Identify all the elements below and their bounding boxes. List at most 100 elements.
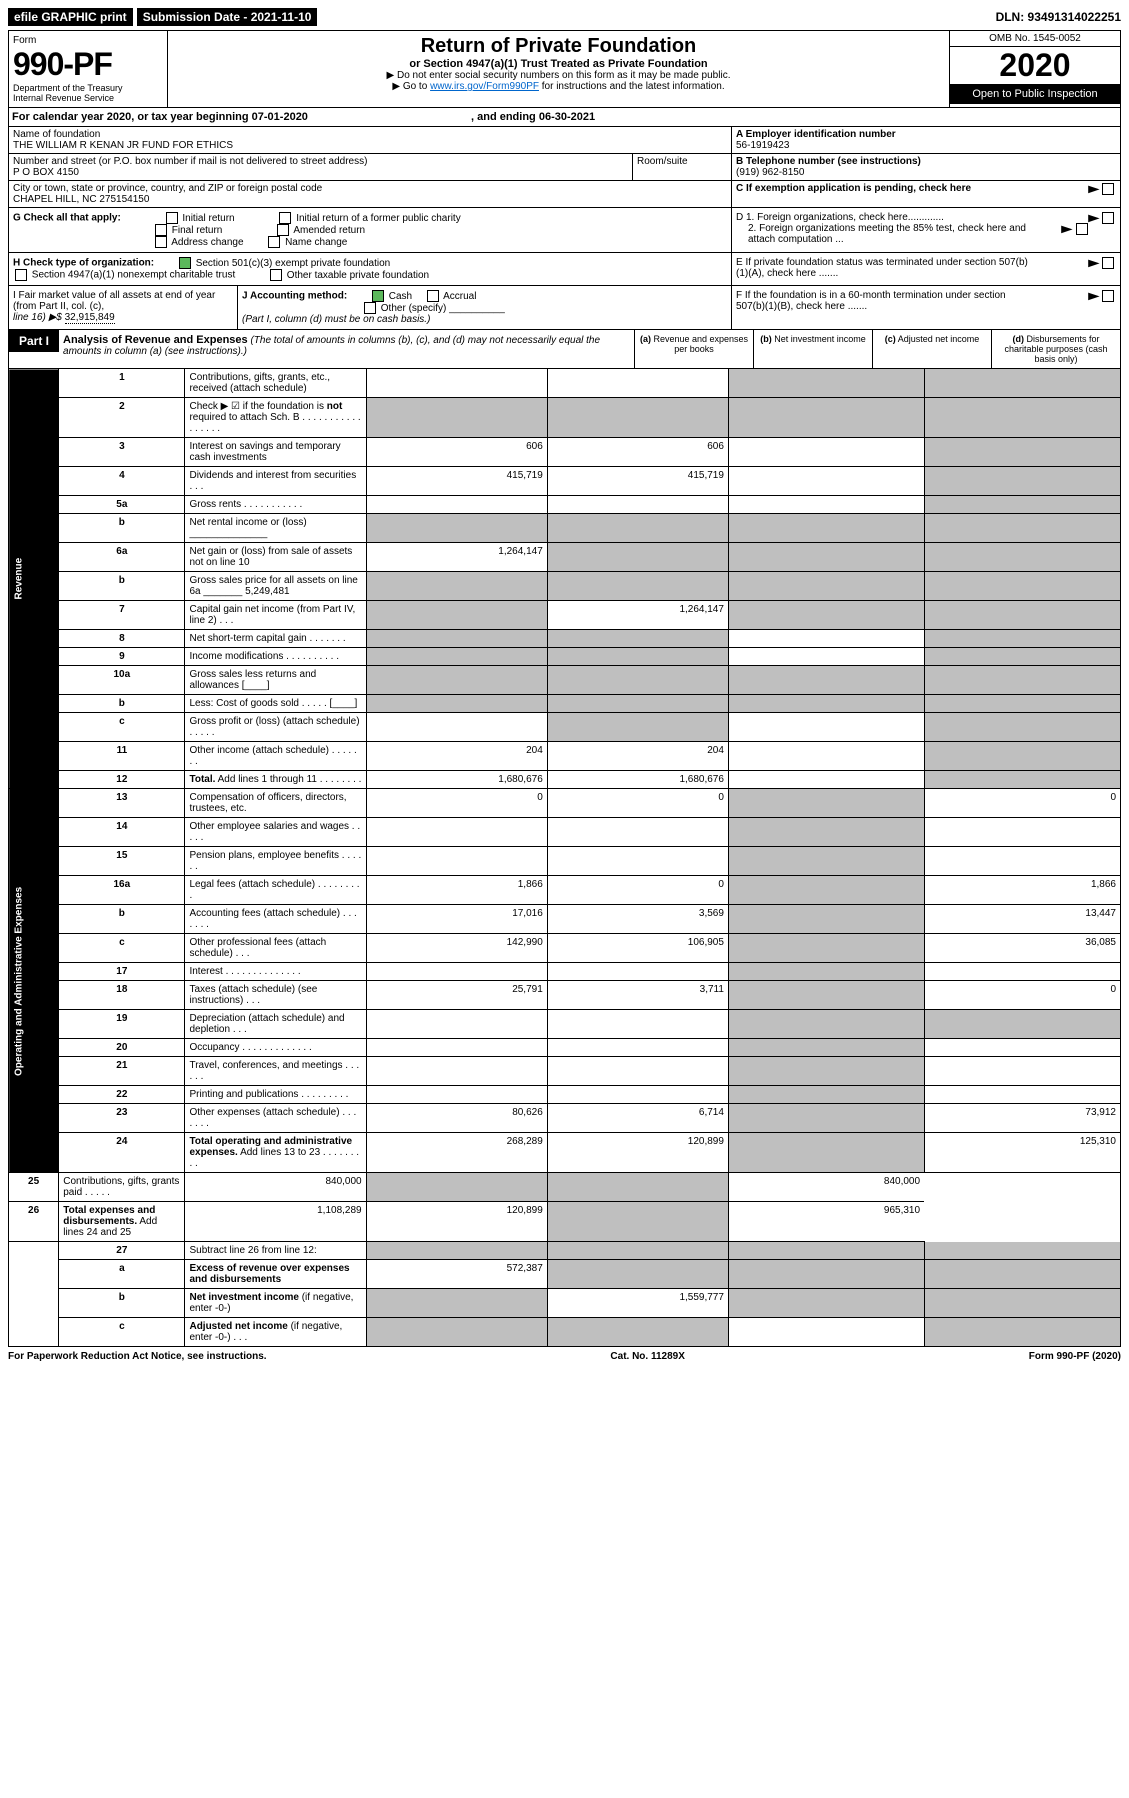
chk-4947[interactable] (15, 269, 27, 281)
cell-dd (924, 514, 1120, 543)
row-num: c (59, 713, 185, 742)
row-num: b (59, 1289, 185, 1318)
chk-501c3[interactable] (179, 257, 191, 269)
row-num: 21 (59, 1057, 185, 1086)
i-line: line 16) ▶$ (13, 312, 65, 323)
j-accrual: Accrual (443, 291, 476, 302)
table-row: 2Check ▶ ☑ if the foundation is not requ… (9, 398, 1121, 438)
cell-b (547, 1260, 728, 1289)
table-row: cAdjusted net income (if negative, enter… (9, 1318, 1121, 1347)
cell-c (728, 695, 924, 713)
cell-b (547, 695, 728, 713)
chk-amended[interactable] (277, 224, 289, 236)
h-4947: Section 4947(a)(1) nonexempt charitable … (32, 270, 235, 281)
row-num: 24 (59, 1133, 185, 1173)
chk-name[interactable] (268, 236, 280, 248)
d2-checkbox[interactable] (1076, 223, 1088, 235)
phone: (919) 962-8150 (736, 167, 1116, 178)
table-row: 9Income modifications . . . . . . . . . … (9, 648, 1121, 666)
cell-a (366, 1318, 547, 1347)
cell-b (547, 713, 728, 742)
cell-dd (924, 398, 1120, 438)
open-public: Open to Public Inspection (950, 84, 1120, 104)
table-row: bLess: Cost of goods sold . . . . . [___… (9, 695, 1121, 713)
row-desc: Adjusted net income (if negative, enter … (185, 1318, 366, 1347)
efile-btn[interactable]: efile GRAPHIC print (8, 8, 133, 26)
cell-dd (924, 630, 1120, 648)
chk-final[interactable] (155, 224, 167, 236)
cell-c (728, 1086, 924, 1104)
cell-a (366, 601, 547, 630)
cal-mid: , and ending (471, 111, 539, 123)
cell-dd (924, 601, 1120, 630)
h-501: Section 501(c)(3) exempt private foundat… (196, 258, 391, 269)
chk-initial[interactable] (166, 212, 178, 224)
g-amended: Amended return (293, 225, 365, 236)
cell-b (547, 1242, 728, 1260)
chk-initial-former[interactable] (279, 212, 291, 224)
table-row: 26Total expenses and disbursements. Add … (9, 1202, 1121, 1242)
table-row: 27Subtract line 26 from line 12: (9, 1242, 1121, 1260)
calendar-year: For calendar year 2020, or tax year begi… (8, 108, 1121, 127)
cell-c (728, 981, 924, 1010)
row-desc: Total operating and administrative expen… (185, 1133, 366, 1173)
arrow-icon: ▶ (1088, 213, 1100, 224)
row-num: 23 (59, 1104, 185, 1133)
row-num: 3 (59, 438, 185, 467)
cell-dd: 0 (924, 981, 1120, 1010)
row-num: a (59, 1260, 185, 1289)
cell-c (728, 648, 924, 666)
cell-b (547, 514, 728, 543)
cell-a (366, 1057, 547, 1086)
chk-addr[interactable] (155, 236, 167, 248)
dept-label: Department of the Treasury (13, 83, 163, 93)
c-checkbox[interactable] (1102, 183, 1114, 195)
irs-link[interactable]: www.irs.gov/Form990PF (430, 81, 539, 92)
note-link: ▶ Go to www.irs.gov/Form990PF for instru… (172, 81, 945, 92)
cell-dd: 36,085 (924, 934, 1120, 963)
table-row: bNet investment income (if negative, ent… (9, 1289, 1121, 1318)
cell-a (366, 963, 547, 981)
j-other: Other (specify) (381, 303, 447, 314)
cell-b: 606 (547, 438, 728, 467)
cell-dd: 840,000 (728, 1173, 924, 1202)
row-desc: Dividends and interest from securities .… (185, 467, 366, 496)
table-row: bNet rental income or (loss) ___________… (9, 514, 1121, 543)
chk-cash[interactable] (372, 290, 384, 302)
cell-c (728, 1289, 924, 1318)
chk-other-acct[interactable] (364, 302, 376, 314)
table-row: 11Other income (attach schedule) . . . .… (9, 742, 1121, 771)
cell-c (728, 934, 924, 963)
cell-b (547, 847, 728, 876)
cell-dd (924, 1242, 1120, 1260)
city-label: City or town, state or province, country… (13, 183, 727, 194)
h-other: Other taxable private foundation (287, 270, 429, 281)
f-checkbox[interactable] (1102, 290, 1114, 302)
row-num: b (59, 695, 185, 713)
cell-b (547, 818, 728, 847)
row-desc: Gross rents . . . . . . . . . . . (185, 496, 366, 514)
table-row: 17Interest . . . . . . . . . . . . . . (9, 963, 1121, 981)
cell-c (728, 847, 924, 876)
note-ssn: ▶ Do not enter social security numbers o… (172, 70, 945, 81)
cell-a: 572,387 (366, 1260, 547, 1289)
cell-b: 120,899 (366, 1202, 547, 1242)
footer-right: Form 990-PF (2020) (1029, 1351, 1121, 1362)
cell-c (728, 496, 924, 514)
cell-b: 0 (547, 876, 728, 905)
e-checkbox[interactable] (1102, 257, 1114, 269)
part1-header: Part I Analysis of Revenue and Expenses … (8, 330, 1121, 369)
form-subtitle: or Section 4947(a)(1) Trust Treated as P… (172, 58, 945, 70)
footer: For Paperwork Reduction Act Notice, see … (8, 1347, 1121, 1366)
table-row: 15Pension plans, employee benefits . . .… (9, 847, 1121, 876)
cell-c (728, 398, 924, 438)
cell-c (728, 1039, 924, 1057)
topbar: efile GRAPHIC print Submission Date - 20… (8, 8, 1121, 26)
g-initial: Initial return (182, 213, 234, 224)
d1-checkbox[interactable] (1102, 212, 1114, 224)
cell-b: 6,714 (547, 1104, 728, 1133)
row-desc: Taxes (attach schedule) (see instruction… (185, 981, 366, 1010)
chk-accrual[interactable] (427, 290, 439, 302)
opex-vlabel: Operating and Administrative Expenses (9, 789, 59, 1173)
chk-other-tax[interactable] (270, 269, 282, 281)
